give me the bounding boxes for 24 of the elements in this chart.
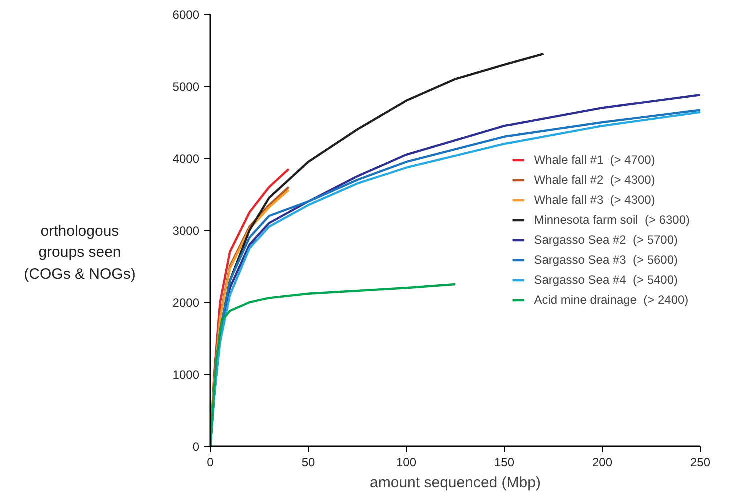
legend-label: Sargasso Sea #4 (> 5400) xyxy=(534,273,678,287)
y-axis-title: orthologous groups seen (COGs & NOGs) xyxy=(24,222,136,285)
legend-label: Whale fall #3 (> 4300) xyxy=(534,193,656,207)
legend-label: Whale fall #1 (> 4700) xyxy=(534,153,656,167)
line-series xyxy=(210,283,457,446)
legend-label: Sargasso Sea #2 (> 5700) xyxy=(534,233,678,247)
x-tick-label: 250 xyxy=(690,456,711,470)
x-tick-label: 150 xyxy=(494,456,515,470)
y-tick-label: 6000 xyxy=(172,8,200,22)
x-tick-label: 0 xyxy=(207,456,214,470)
y-tick-label: 2000 xyxy=(172,296,200,310)
legend-label: Sargasso Sea #3 (> 5600) xyxy=(534,253,678,267)
y-tick-label: 3000 xyxy=(172,224,200,238)
x-tick-label: 50 xyxy=(302,456,316,470)
x-axis-title: amount sequenced (Mbp) xyxy=(370,474,541,492)
y-tick-label: 4000 xyxy=(172,152,200,166)
legend-label: Whale fall #2 (> 4300) xyxy=(534,173,656,187)
x-tick-label: 200 xyxy=(592,456,613,470)
legend-label: Minnesota farm soil (> 6300) xyxy=(534,213,690,227)
y-tick-label: 0 xyxy=(192,440,200,454)
legend-label: Acid mine drainage (> 2400) xyxy=(534,293,689,307)
y-tick-label: 5000 xyxy=(172,80,200,94)
y-tick-label: 1000 xyxy=(172,368,200,382)
x-tick-label: 100 xyxy=(396,456,417,470)
